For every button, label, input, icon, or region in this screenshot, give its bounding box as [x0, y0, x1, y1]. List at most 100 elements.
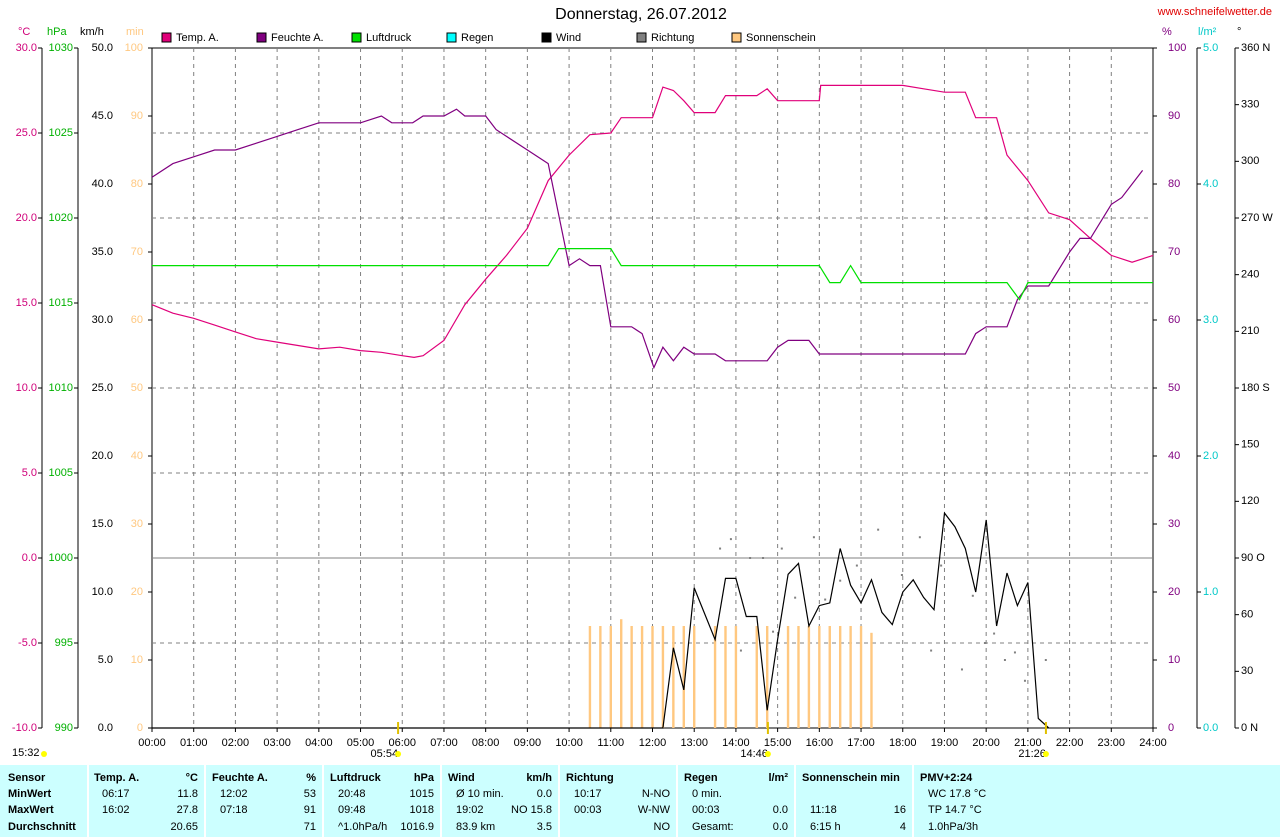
y-tick-label: 2.0: [1203, 450, 1218, 462]
sunshine-bar: [807, 626, 811, 728]
y-tick-label: 90: [131, 110, 143, 122]
direction-point: [918, 536, 921, 539]
sunshine-bar: [588, 626, 592, 728]
table-cell: NO: [654, 821, 671, 833]
table-cell: 20:48: [338, 788, 366, 800]
table-cell: WC 17.8 °C: [928, 788, 986, 800]
x-tick-label: 12:00: [639, 737, 667, 749]
table-cell: 0 min.: [692, 788, 722, 800]
y-tick-label: 0 N: [1241, 722, 1258, 734]
y-tick-label: 30.0: [92, 314, 113, 326]
table-cell: 00:03: [574, 804, 602, 816]
x-tick-label: 18:00: [889, 737, 917, 749]
x-tick-label: 00:00: [138, 737, 166, 749]
x-tick-label: 23:00: [1098, 737, 1126, 749]
sunshine-bar: [609, 626, 612, 728]
direction-point: [1013, 651, 1016, 654]
table-cell: 1015: [410, 788, 434, 800]
table-cell: 11.8: [177, 788, 198, 800]
table-cell: 3.5: [537, 821, 552, 833]
table-cell: 1016.9: [400, 821, 434, 833]
x-tick-label: 14:00: [722, 737, 750, 749]
table-cell: 11:18: [810, 804, 837, 816]
y-tick-label: 60: [1168, 314, 1180, 326]
x-tick-label: 24:00: [1139, 737, 1167, 749]
table-cell: 71: [304, 821, 316, 833]
table-cell: 20.65: [170, 821, 198, 833]
sunshine-bar: [838, 626, 842, 728]
table-header: Luftdruck: [330, 772, 382, 784]
legend-label: Feuchte A.: [271, 32, 324, 44]
y-tick-label: 80: [131, 178, 143, 190]
y-tick-label: 5.0: [98, 654, 113, 666]
table-header: Richtung: [566, 772, 614, 784]
source: www.schneifelwetter.de: [1157, 6, 1272, 18]
sun-icon: [41, 751, 47, 757]
table-cell: TP 14.7 °C: [928, 804, 982, 816]
x-tick-label: 06:00: [388, 737, 416, 749]
table-cell: 19:02: [456, 804, 484, 816]
direction-point: [940, 564, 943, 567]
sunshine-bar: [828, 626, 831, 728]
sunshine-bar: [797, 626, 800, 728]
axis-unit: min: [126, 26, 144, 38]
direction-point: [900, 574, 903, 576]
table-cell: W-NW: [638, 804, 671, 816]
y-tick-label: 1005: [49, 467, 73, 479]
table-cell: 00:03: [692, 804, 720, 816]
direction-point: [780, 547, 783, 550]
x-tick-label: 22:00: [1056, 737, 1084, 749]
chart-title: Donnerstag, 26.07.2012: [555, 6, 727, 23]
y-tick-label: 60: [1241, 609, 1253, 621]
y-tick-label: -10.0: [12, 722, 37, 734]
y-tick-label: 180 S: [1241, 382, 1270, 394]
series-line: [152, 511, 1050, 729]
table-header: Sensor: [8, 772, 46, 784]
y-tick-label: 990: [55, 722, 73, 734]
y-tick-label: 50: [131, 382, 143, 394]
series-line: [151, 84, 1154, 359]
table-cell: 1.0hPa/3h: [928, 821, 978, 833]
x-tick-label: 21:00: [1014, 737, 1042, 749]
x-tick-label: 19:00: [931, 737, 959, 749]
y-tick-label: 45.0: [92, 110, 113, 122]
x-tick-label: 07:00: [430, 737, 458, 749]
table-cell: MinWert: [8, 788, 52, 800]
y-tick-label: 1000: [49, 552, 73, 564]
direction-point: [794, 596, 797, 599]
y-tick-label: 20: [131, 586, 143, 598]
table-unit: %: [306, 772, 316, 784]
table-cell: Durchschnitt: [8, 821, 76, 833]
direction-point: [719, 547, 722, 550]
sunshine-bar: [651, 626, 654, 728]
y-tick-label: 1010: [49, 382, 73, 394]
stats-table-bg: [0, 765, 1280, 837]
table-cell: 16:02: [102, 804, 130, 816]
table-cell: 07:18: [220, 804, 248, 816]
table-unit: l/m²: [768, 772, 788, 784]
sun-icon: [1042, 751, 1049, 757]
legend-swatch: [256, 32, 267, 43]
annotation-label: 21:26: [1018, 748, 1046, 760]
direction-point: [762, 557, 765, 559]
x-tick-label: 04:00: [305, 737, 333, 749]
annotation-label: 14:46: [740, 748, 768, 760]
x-tick-label: 01:00: [180, 737, 208, 749]
direction-point: [739, 649, 742, 652]
y-tick-label: -5.0: [18, 637, 37, 649]
sunshine-bar: [786, 626, 790, 728]
table-header: Feuchte A.: [212, 772, 268, 784]
table-cell: 4: [900, 821, 906, 833]
sunshine-bar: [672, 626, 675, 728]
x-tick-label: 10:00: [555, 737, 583, 749]
y-tick-label: 5.0: [1203, 42, 1218, 54]
x-tick-label: 20:00: [972, 737, 1000, 749]
axis-unit: °C: [18, 26, 30, 38]
axis-unit: km/h: [80, 26, 104, 38]
x-tick-label: 02:00: [222, 737, 250, 749]
y-tick-label: 10: [1168, 654, 1180, 666]
y-tick-label: 90 O: [1241, 552, 1265, 564]
table-cell: Gesamt:: [692, 821, 734, 833]
table-cell: 53: [304, 788, 316, 800]
legend-swatch: [351, 32, 362, 43]
